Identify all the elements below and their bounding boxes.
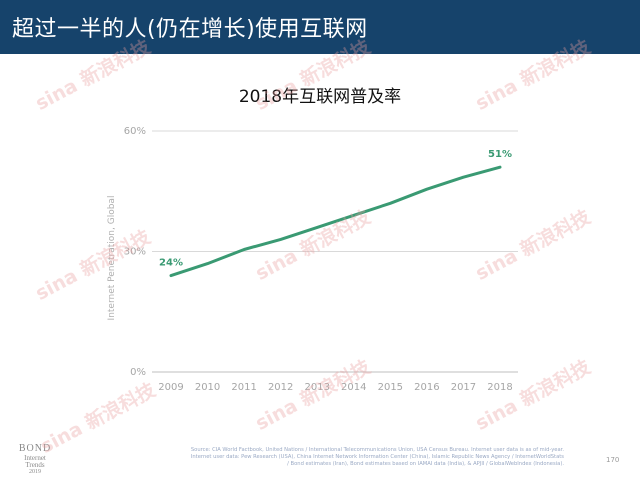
x-tick-label: 2010 [195,382,220,393]
x-tick-label: 2012 [268,382,293,393]
y-tick-label: 0% [130,367,146,378]
source-line: Internet user data: Pew Research (USA), … [190,454,564,461]
x-tick-label: 2015 [378,382,403,393]
bond-logo-line2: Internet Trends [24,453,46,469]
header-bar: 超过一半的人(仍在增长)使用互联网 [0,0,640,54]
x-tick-label: 2013 [304,382,329,393]
series-line [169,165,502,278]
page-number: 170 [606,456,620,464]
chart-title: 2018年互联网普及率 [238,87,402,107]
page-title: 超过一半的人(仍在增长)使用互联网 [12,17,368,42]
x-tick-label: 2017 [451,382,476,393]
x-tick-label: 2014 [341,382,366,393]
y-axis-label: Internet Penetration, Global [107,196,117,321]
x-tick-label: 2009 [158,382,183,393]
x-tick-label: 2011 [231,382,256,393]
data-label: 51% [488,149,512,160]
bond-logo-line1: BOND [18,443,52,454]
y-tick-label: 60% [124,126,146,137]
bond-logo: BOND Internet Trends 2019 [14,443,56,476]
x-tick-label: 2018 [487,382,512,393]
source-line: Source: CIA World Factbook, United Natio… [190,447,564,453]
source-note: Source: CIA World Factbook, United Natio… [132,447,564,468]
y-tick-label: 30% [124,247,146,258]
data-label: 24% [159,258,183,269]
source-line: / Bond estimates (Iran), Bond estimates … [287,461,564,468]
x-tick-label: 2016 [414,382,439,393]
bond-logo-line3: 2019 [29,469,41,476]
